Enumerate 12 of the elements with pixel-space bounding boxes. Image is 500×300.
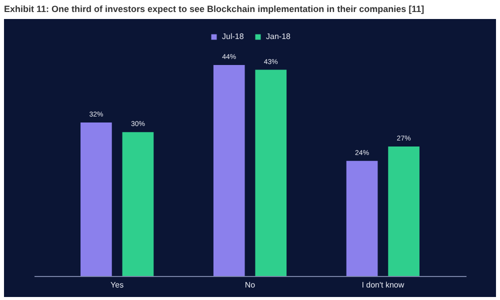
x-tick-label: I don't know [362, 280, 404, 290]
chart-title: Exhibit 11: One third of investors expect to see Blockchain implementation in their companies [11] [3, 3, 426, 16]
x-tick-label: No [244, 280, 256, 290]
legend-label: Jan-18 [266, 32, 292, 41]
x-tick-label: Yes [110, 280, 124, 290]
bar [255, 70, 287, 276]
bar [346, 160, 378, 276]
legend-label: Jul-18 [222, 32, 244, 41]
bar [80, 122, 112, 276]
bar [388, 146, 420, 276]
bar [122, 132, 154, 276]
bar [213, 65, 245, 276]
